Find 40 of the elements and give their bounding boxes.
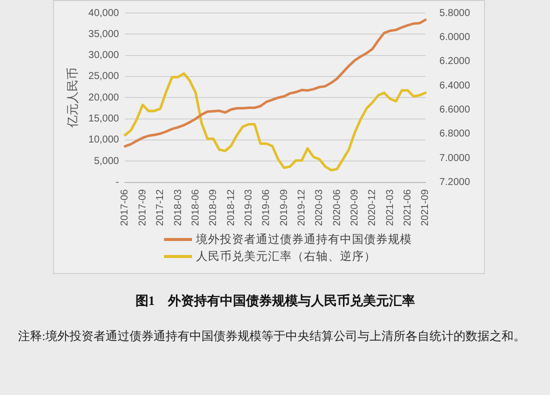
x-tick-label: 2019-09 xyxy=(278,188,290,226)
y-tick-label: 15,000 xyxy=(88,114,120,125)
legend-label: 境外投资者通过债券通持有中国债券规模 xyxy=(196,232,412,247)
y2-tick-label: 7.0000 xyxy=(439,152,470,164)
y2-tick-label: 6.8000 xyxy=(439,128,470,140)
y2-tick-label: 6.6000 xyxy=(439,104,470,116)
x-tick-label: 2017-06 xyxy=(120,188,131,226)
y-tick-label: - xyxy=(116,177,119,188)
x-tick-label: 2020-06 xyxy=(332,188,343,226)
x-tick-label: 2017-09 xyxy=(137,188,148,226)
x-tick-label: 2018-03 xyxy=(172,188,184,226)
y2-tick-label: 6.2000 xyxy=(439,56,470,68)
x-tick-label: 2020-09 xyxy=(349,188,360,226)
text: 注释:境外投资者通过债券通持有中国债券规模等于中央结算公司与上清所各自统计的数据之和。 xyxy=(18,328,526,345)
y-axis-title: 亿元人民币 xyxy=(66,68,80,129)
legend-label: 人民币兑美元汇率（右轴、逆序） xyxy=(196,249,376,264)
y-tick-label: 25,000 xyxy=(88,71,120,82)
y2-tick-label: 7.2000 xyxy=(439,177,470,188)
x-tick-label: 2021-06 xyxy=(402,188,414,226)
y2-tick-label: 6.0000 xyxy=(439,32,470,43)
y2-tick-label: 6.4000 xyxy=(439,80,470,92)
y-tick-label: 40,000 xyxy=(88,8,120,19)
y-tick-label: 20,000 xyxy=(88,92,120,104)
x-tick-label: 2020-03 xyxy=(314,188,326,226)
x-tick-label: 2018-12 xyxy=(226,188,237,226)
x-tick-label: 2021-09 xyxy=(420,188,432,226)
x-tick-label: 2018-09 xyxy=(208,188,220,226)
x-tick-label: 2018-06 xyxy=(190,188,202,226)
x-tick-label: 2020-12 xyxy=(367,188,378,226)
y-tick-label: 10,000 xyxy=(88,134,120,146)
x-tick-label: 2019-06 xyxy=(261,188,272,226)
x-tick-label: 2017-12 xyxy=(155,188,166,226)
x-tick-label: 2019-03 xyxy=(243,188,254,226)
x-tick-label: 2021-03 xyxy=(384,188,396,226)
y-tick-label: 35,000 xyxy=(88,28,120,40)
x-tick-label: 2019-12 xyxy=(296,188,308,226)
y2-tick-label: 5.8000 xyxy=(439,8,470,19)
y-tick-label: 30,000 xyxy=(88,50,120,62)
y-tick-label: 5,000 xyxy=(94,156,120,167)
text: 图1 外资持有中国债券规模与人民币兑美元汇率 xyxy=(134,292,416,310)
